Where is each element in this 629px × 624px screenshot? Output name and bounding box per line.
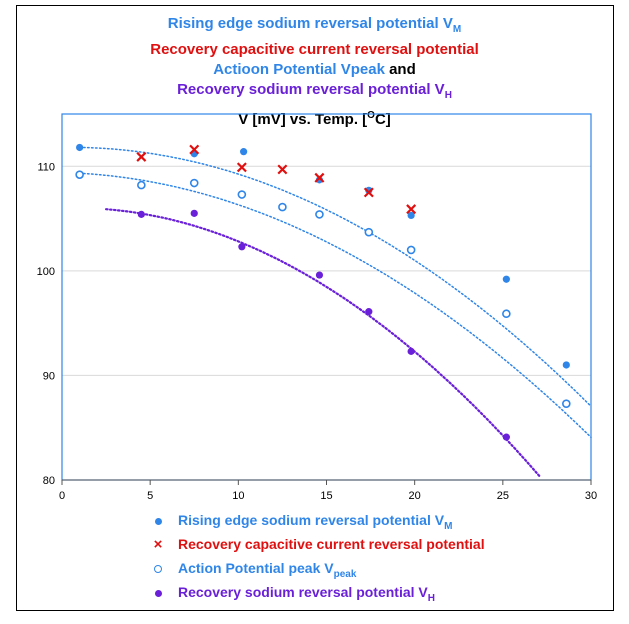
data-point xyxy=(137,180,146,190)
data-point xyxy=(314,172,325,183)
chart-title-block: Rising edge sodium reversal potential VM… xyxy=(0,14,629,130)
data-point xyxy=(189,178,199,188)
x-tick-label: 15 xyxy=(320,490,332,502)
title-line-4: Recovery sodium reversal potential VH xyxy=(177,81,452,101)
legend-item-vpeak: Action Potential peak Vpeak xyxy=(150,556,485,580)
data-point xyxy=(238,243,246,251)
title-line-2: Recovery capacitive current reversal pot… xyxy=(150,41,479,58)
y-tick-label: 90 xyxy=(43,370,55,382)
legend-item-capacitive: × Recovery capacitive current reversal po… xyxy=(150,532,485,556)
x-tick-label: 25 xyxy=(497,490,509,502)
legend: Rising edge sodium reversal potential VM… xyxy=(150,508,485,604)
data-point xyxy=(315,271,324,279)
data-point xyxy=(277,164,288,175)
data-point xyxy=(364,227,374,237)
data-point xyxy=(502,433,510,441)
y-tick-label: 110 xyxy=(37,161,55,173)
title-line-1: Rising edge sodium reversal potential VM xyxy=(167,15,462,35)
legend-item-vh: Recovery sodium reversal potential VH xyxy=(150,580,485,604)
data-point xyxy=(240,148,248,156)
x-tick-label: 30 xyxy=(585,490,597,502)
data-point xyxy=(365,308,373,316)
data-point xyxy=(236,162,247,173)
data-point xyxy=(278,202,287,212)
data-point xyxy=(76,143,84,152)
trendline-open-circle xyxy=(78,172,592,439)
legend-marker-filled-circle-blue xyxy=(150,508,166,532)
data-point xyxy=(189,144,200,155)
y-tick-label: 100 xyxy=(37,266,55,278)
data-point xyxy=(237,190,247,199)
x-tick-label: 20 xyxy=(409,490,421,502)
x-tick-label: 5 xyxy=(147,490,153,502)
x-tick-label: 0 xyxy=(59,490,65,502)
data-point xyxy=(406,245,416,255)
data-point xyxy=(75,170,84,179)
data-point xyxy=(562,361,570,369)
y-tick-label: 80 xyxy=(43,475,55,487)
data-point xyxy=(502,275,510,283)
data-point xyxy=(562,399,571,408)
legend-marker-filled-circle-purple xyxy=(150,580,166,604)
data-point xyxy=(137,210,145,218)
data-point xyxy=(406,204,417,215)
legend-item-vm: Rising edge sodium reversal potential VM xyxy=(150,508,485,532)
title-line-3: Actioon Potential Vpeak and xyxy=(213,61,416,78)
trendline-filled-circle xyxy=(104,208,542,478)
legend-marker-open-circle-blue xyxy=(150,556,166,580)
data-point xyxy=(407,211,415,220)
data-point xyxy=(407,347,415,355)
trendline-filled-circle xyxy=(78,146,592,408)
plot-area-border xyxy=(61,113,592,481)
data-point xyxy=(136,151,147,162)
x-tick-label: 10 xyxy=(232,490,244,502)
legend-marker-x-red: × xyxy=(153,536,163,553)
figure-frame xyxy=(16,5,614,611)
data-point xyxy=(315,210,324,219)
data-point xyxy=(363,187,374,198)
data-point xyxy=(190,209,198,217)
title-line-5: V [mV] vs. Temp. [OC] xyxy=(238,110,391,128)
data-point xyxy=(502,309,511,319)
